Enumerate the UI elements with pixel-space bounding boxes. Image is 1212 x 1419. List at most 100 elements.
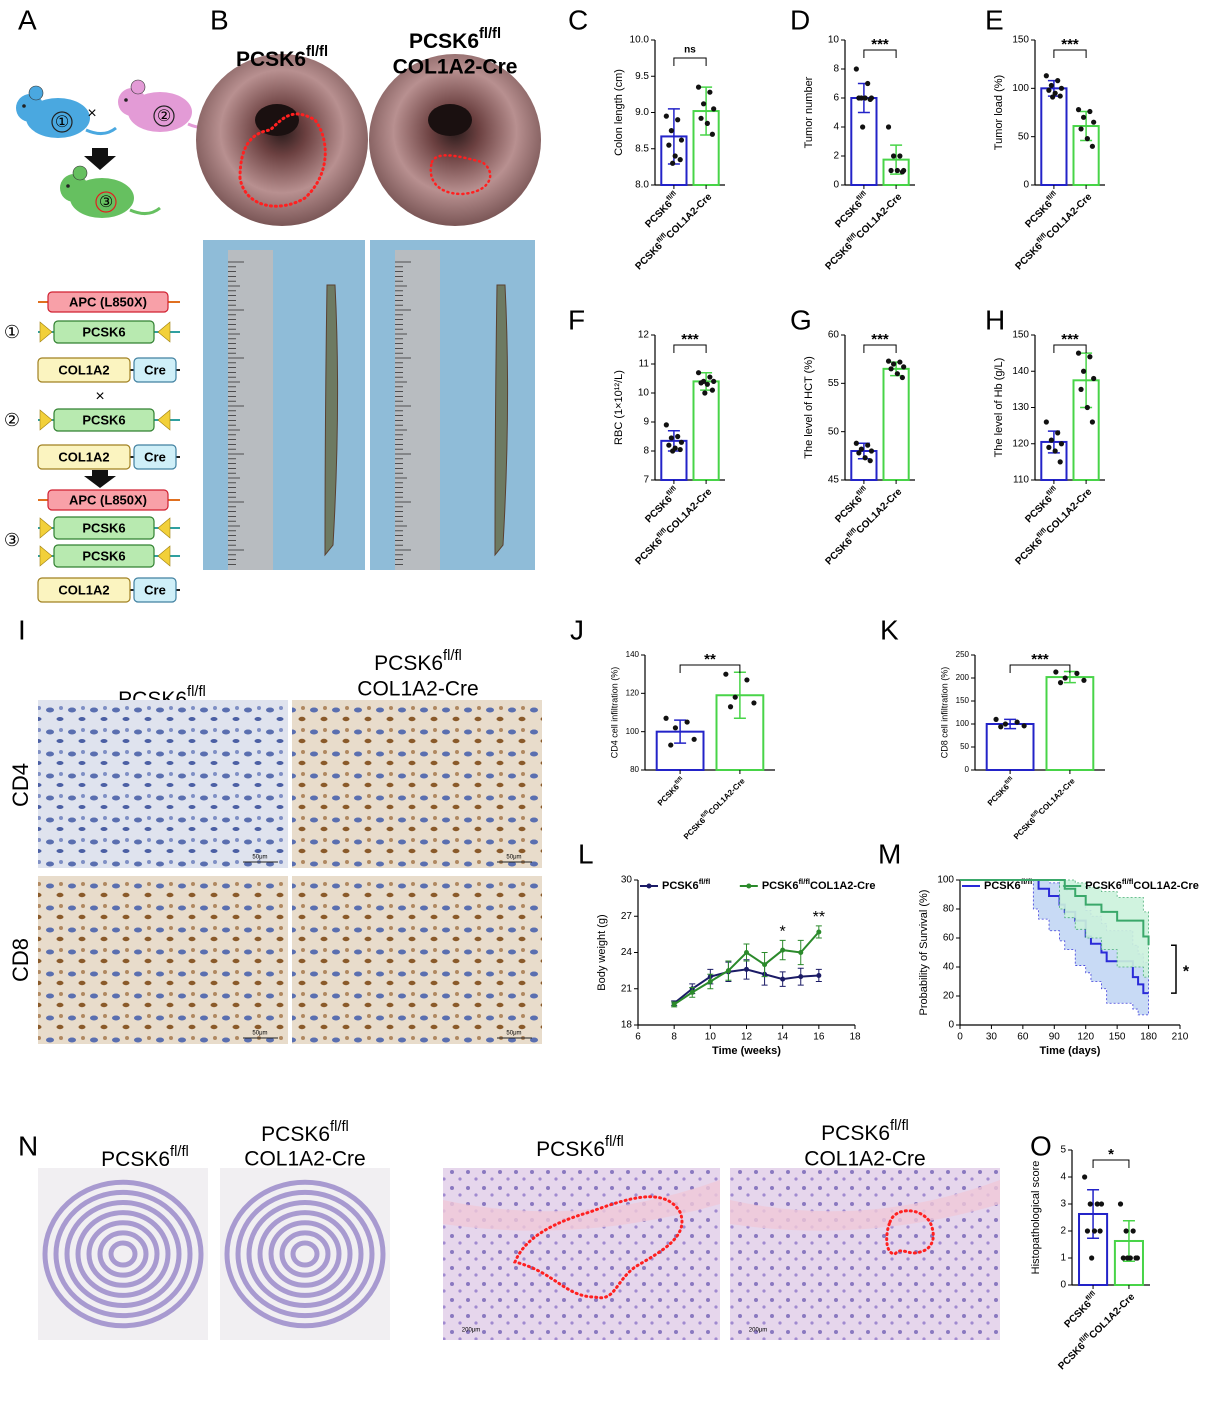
colon-roll <box>268 1220 342 1288</box>
colon-roll <box>279 1230 331 1278</box>
data-point <box>707 374 713 380</box>
y-axis-title: The level of HCT (%) <box>803 356 815 459</box>
y-tick-label: 150 <box>956 696 970 705</box>
data-point <box>798 974 804 980</box>
colon-roll <box>97 1230 149 1278</box>
data-point <box>711 106 717 112</box>
loxp <box>157 409 171 431</box>
y-axis-title: Body weight (g) <box>596 914 608 990</box>
scale-label: 50μm <box>252 855 267 861</box>
lesion-outline <box>512 1195 684 1300</box>
y-tick-label: 150 <box>1012 35 1029 46</box>
data-point <box>1050 94 1056 100</box>
data-point <box>678 439 685 445</box>
error-bar <box>1122 1219 1135 1262</box>
colon-roll <box>246 1199 364 1309</box>
data-point <box>751 700 757 706</box>
tumor-outline <box>429 154 492 196</box>
y-tick-label: 140 <box>1012 366 1029 377</box>
y-tick-label: 7 <box>643 475 649 486</box>
gene-label: COL1A2 <box>58 449 109 464</box>
data-point <box>1089 1255 1095 1261</box>
data-point <box>678 137 685 143</box>
data-point <box>663 113 669 119</box>
mouse-eye <box>22 104 26 108</box>
y-tick-label: 200 <box>956 673 970 682</box>
data-point <box>865 442 871 448</box>
x-tick-label: 0 <box>957 1032 963 1043</box>
data-point <box>670 160 676 166</box>
data-point <box>698 115 704 121</box>
data-point <box>1057 680 1064 686</box>
colon-tissue <box>494 284 509 557</box>
y-axis-title: CD4 cell infiltration (%) <box>609 667 619 759</box>
y-axis-title: Colon length (cm) <box>613 69 625 156</box>
significance-bracket <box>673 344 707 353</box>
panel-letter: I <box>18 614 26 645</box>
data-point <box>704 381 710 387</box>
group-label: PCSK6fl/fl <box>821 1118 909 1145</box>
x-tick-label: 120 <box>1077 1032 1094 1043</box>
data-point <box>1058 85 1065 91</box>
gene-box <box>133 444 177 470</box>
panel-letter: O <box>1030 1130 1052 1161</box>
x-tick-label: PCSK6fl/flCOL1A2-Cre <box>1055 1290 1137 1372</box>
y-tick-label: 250 <box>956 650 970 659</box>
data-point <box>894 167 900 174</box>
y-tick-label: 8 <box>643 446 649 457</box>
significance-bracket <box>863 49 897 58</box>
colon-roll <box>75 1210 171 1298</box>
data-point <box>865 80 871 87</box>
data-point <box>888 167 894 174</box>
data-point <box>671 1001 677 1007</box>
y-tick-label: 55 <box>828 378 840 389</box>
data-point <box>709 131 716 137</box>
y-tick-label: 40 <box>943 962 955 973</box>
y-tick-label: 150 <box>1012 330 1029 341</box>
y-tick-label: 9.0 <box>635 107 649 118</box>
data-point <box>709 387 716 393</box>
x-tick-label: 180 <box>1140 1032 1157 1043</box>
gene-box <box>47 291 169 313</box>
data-point <box>894 371 900 377</box>
data-point <box>1048 437 1054 443</box>
gene-label: COL1A2 <box>58 362 109 377</box>
x-tick-label: 6 <box>635 1032 641 1043</box>
data-point <box>675 433 681 440</box>
data-point <box>1053 669 1059 675</box>
mouse-tail <box>129 206 161 215</box>
data-point <box>897 359 903 365</box>
significance: ** <box>813 909 825 926</box>
scale-label: 50μm <box>506 855 521 861</box>
series-line <box>960 879 1150 946</box>
x-tick-label: 14 <box>777 1032 789 1043</box>
mouse-head <box>16 94 44 122</box>
y-tick-label: 100 <box>956 719 970 728</box>
bar <box>882 367 910 482</box>
error-bar <box>1004 718 1017 730</box>
x-tick-label: PCSK6fl/flCOL1A2-Cre <box>682 776 748 842</box>
data-point <box>707 979 713 984</box>
data-point <box>1089 419 1095 425</box>
y-tick-label: 80 <box>943 904 955 915</box>
x-tick-label: 10 <box>705 1032 717 1043</box>
group-label: COL1A2-Cre <box>393 56 518 79</box>
data-point <box>1043 419 1049 425</box>
y-tick-label: 10.0 <box>630 35 650 46</box>
data-point <box>780 976 786 982</box>
significance: ** <box>704 651 716 668</box>
y-tick-label: 10 <box>828 35 840 46</box>
y-tick-label: 120 <box>626 688 640 697</box>
mouse-number: ③ <box>99 194 113 211</box>
legend-label: PCSK6fl/flCOL1A2-Cre <box>1085 877 1199 892</box>
y-tick-label: 21 <box>621 983 633 994</box>
data-point <box>1081 677 1087 683</box>
colon-roll <box>64 1199 182 1309</box>
loxp <box>39 545 53 567</box>
gene-label: Cre <box>144 449 166 464</box>
y-axis-title: RBC (1×10¹²/L) <box>613 370 625 445</box>
data-point <box>677 157 683 163</box>
data-point <box>867 96 873 103</box>
bar <box>1072 125 1100 186</box>
y-tick-label: 8.0 <box>635 180 649 191</box>
